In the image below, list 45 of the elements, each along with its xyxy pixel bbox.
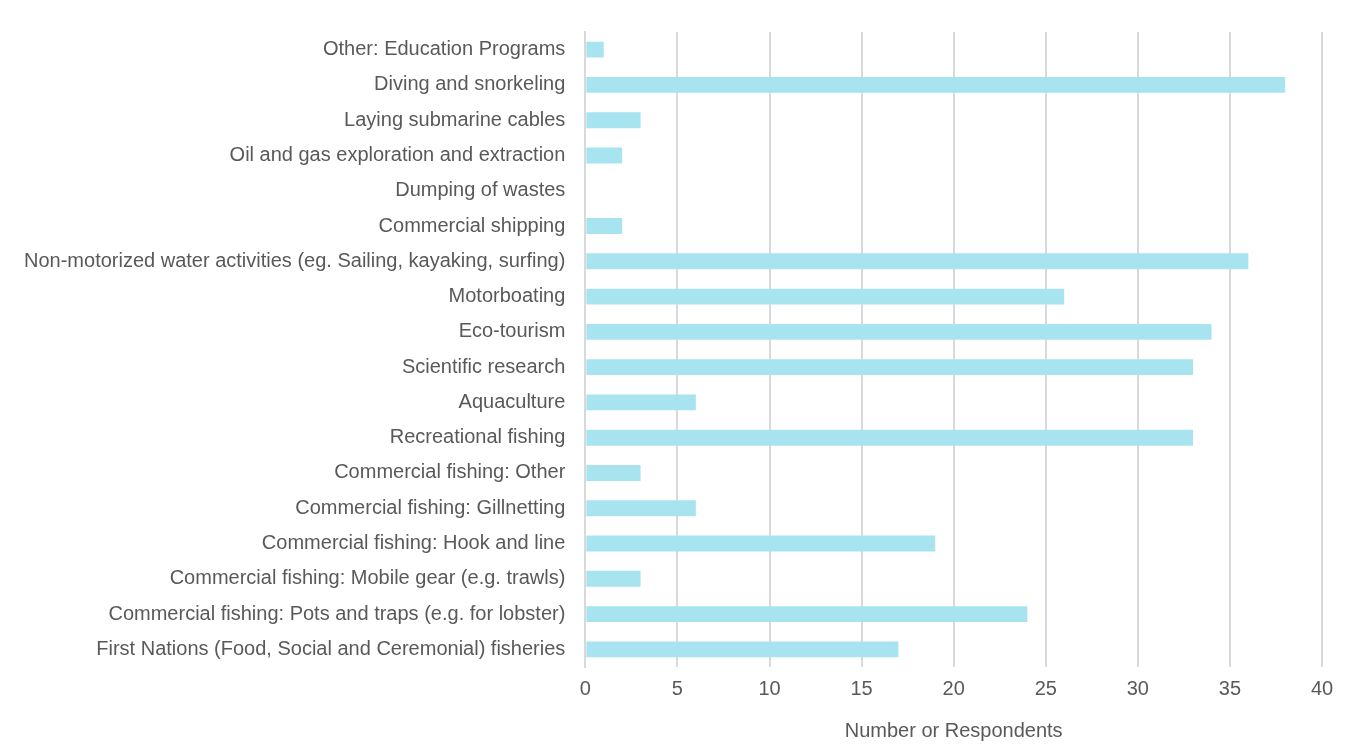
y-tick-label: Recreational fishing: [389, 425, 566, 448]
y-tick-label: Commercial fishing: Pots and traps (e.g. for lobster): [108, 601, 566, 624]
bar: [586, 500, 696, 517]
y-tick-label: Other: Education Programs: [322, 37, 566, 60]
y-tick-label: Aquaculture: [458, 389, 566, 412]
y-tick-label: First Nations (Food, Social and Ceremonial) fisheries: [96, 636, 566, 659]
x-tick-label: 10: [758, 676, 781, 699]
y-tick-label: Commercial fishing: Gillnetting: [295, 495, 566, 518]
bar: [586, 147, 623, 164]
y-tick-label: Scientific research: [401, 354, 566, 377]
x-tick-label: 0: [579, 676, 591, 699]
bar: [586, 288, 1065, 305]
bar: [586, 641, 899, 658]
bar: [586, 323, 1212, 340]
x-axis-title: Number or Respondents: [844, 718, 1063, 741]
x-tick-label: 5: [671, 676, 683, 699]
bar: [586, 429, 1194, 446]
y-tick-label: Diving and snorkeling: [374, 72, 566, 95]
x-tick-label: 30: [1126, 676, 1149, 699]
y-tick-label: Commercial shipping: [378, 213, 566, 236]
bar: [586, 41, 604, 58]
bar: [586, 112, 641, 129]
y-tick-label: Motorboating: [448, 284, 566, 307]
x-tick-label: 25: [1034, 676, 1057, 699]
bar: [586, 394, 696, 411]
bar: [586, 570, 641, 587]
y-tick-label: Eco-tourism: [458, 319, 566, 342]
bar: [586, 465, 641, 481]
y-tick-label: Dumping of wastes: [395, 178, 566, 201]
y-tick-label: Commercial fishing: Hook and line: [261, 531, 566, 554]
y-tick-label: Commercial fishing: Mobile gear (e.g. trawls): [169, 566, 566, 589]
bar: [586, 253, 1249, 270]
bar: [586, 359, 1194, 376]
bar: [586, 535, 936, 552]
x-tick-label: 35: [1218, 676, 1242, 699]
bar: [586, 76, 1286, 93]
y-tick-label: Laying submarine cables: [344, 107, 566, 130]
y-tick-label: Non-motorized water activities (eg. Sailing, kayaking, surfing): [23, 248, 566, 271]
y-tick-label: Oil and gas exploration and extraction: [229, 142, 566, 165]
x-tick-label: 15: [850, 676, 873, 699]
bar: [586, 218, 623, 234]
x-tick-label: 40: [1310, 676, 1334, 699]
bar: [586, 606, 1028, 623]
y-tick-label: Commercial fishing: Other: [334, 460, 566, 483]
x-tick-label: 20: [942, 676, 965, 699]
